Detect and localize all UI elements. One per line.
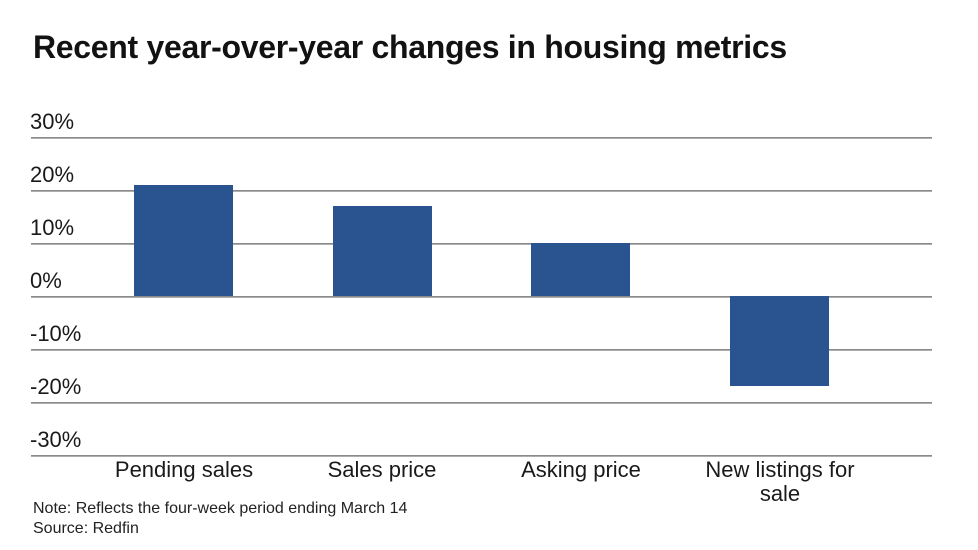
gridline-30 xyxy=(31,137,932,139)
gridline-neg30 xyxy=(31,455,932,457)
bar-pending-sales xyxy=(134,184,233,296)
x-tick-label-new-listings-for-sale: New listings for sale xyxy=(705,457,855,506)
y-tick-label: 0% xyxy=(30,268,62,293)
y-tick-label: 30% xyxy=(30,109,75,134)
plot-area: 30% 20% 10% 0% -10% -20% -30% Pending sa… xyxy=(30,109,932,506)
note-text: Note: Reflects the four-week period endi… xyxy=(33,500,408,517)
bar-sales-price xyxy=(333,205,432,296)
y-tick-label: -30% xyxy=(30,427,82,452)
gridline-0 xyxy=(31,296,932,298)
y-tick-label: 20% xyxy=(30,162,75,187)
bar-asking-price xyxy=(531,243,630,296)
source-text: Source: Redfin xyxy=(33,520,139,537)
x-tick-label-asking-price: Asking price xyxy=(521,457,641,482)
y-tick-label: 10% xyxy=(30,215,75,240)
gridline-10 xyxy=(31,243,932,245)
y-tick-label: -10% xyxy=(30,321,82,346)
bar-new-listings-for-sale xyxy=(730,296,829,387)
gridline-20 xyxy=(31,190,932,192)
x-tick-label-pending-sales: Pending sales xyxy=(114,457,254,482)
gridline-neg10 xyxy=(31,349,932,351)
y-tick-label: -20% xyxy=(30,374,82,399)
x-tick-label-sales-price: Sales price xyxy=(327,457,437,482)
page-title: Recent year-over-year changes in housing… xyxy=(33,29,787,65)
gridline-neg20 xyxy=(31,402,932,404)
